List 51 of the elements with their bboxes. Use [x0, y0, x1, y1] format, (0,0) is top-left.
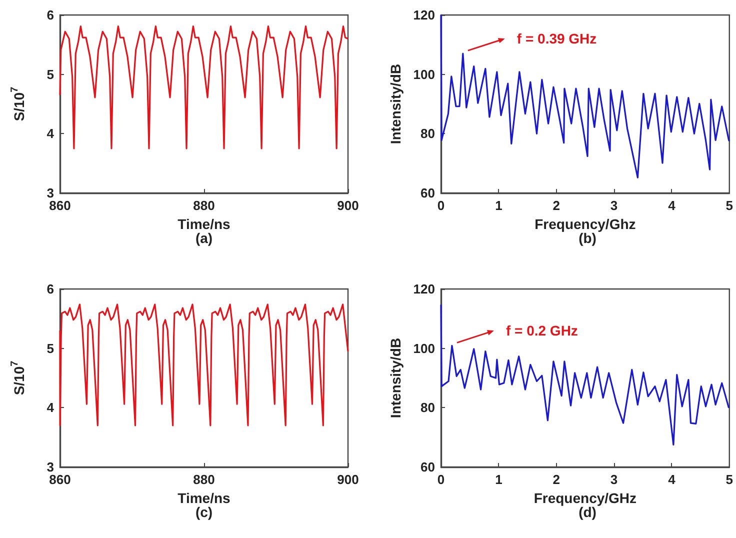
x-tick-label: 5	[726, 198, 733, 213]
x-axis-title: Frequency/GHz	[534, 490, 637, 506]
y-axis-title: Intensity/dB	[387, 64, 404, 144]
x-tick-label: 880	[193, 472, 215, 487]
x-tick-label: 900	[337, 198, 359, 213]
y-tick-label: 100	[413, 66, 435, 82]
y-tick-label: 120	[413, 282, 435, 296]
line-series	[59, 25, 349, 150]
y-tick-label: 6	[46, 8, 54, 22]
text: (a)	[195, 230, 213, 246]
y-tick-label: 3	[46, 460, 54, 474]
text: (d)	[578, 504, 596, 520]
x-tick-label: 1	[495, 198, 502, 213]
y-axis-title: S/107	[10, 360, 27, 396]
y-tick-label: 80	[420, 126, 435, 142]
y-tick-label: 4	[46, 400, 55, 416]
y-tick-label: 5	[46, 340, 54, 356]
y-tick-label: 60	[420, 186, 435, 200]
x-tick-label: 3	[610, 198, 618, 213]
x-tick-label: 5	[726, 472, 733, 487]
x-tick-label: 2	[552, 472, 560, 487]
y-axis-title: S/107	[10, 86, 27, 122]
y-tick-label: 6	[46, 282, 54, 296]
x-tick-label: 860	[49, 472, 71, 487]
x-tick-label: 880	[193, 198, 215, 213]
y-tick-label: 80	[420, 400, 435, 416]
x-axis-title: Time/ns	[178, 490, 231, 506]
x-axis-title: Time/ns	[178, 216, 231, 232]
y-tick-label: 5	[46, 66, 54, 82]
text: (b)	[578, 230, 596, 246]
y-tick-label: 3	[46, 186, 54, 200]
x-tick-label: 0	[437, 198, 445, 213]
x-tick-label: 0	[437, 472, 445, 487]
x-tick-label: 900	[337, 472, 359, 487]
line-series	[440, 14, 730, 178]
x-axis-title: Frequency/Ghz	[534, 216, 636, 232]
x-tick-label: 4	[668, 472, 676, 487]
x-tick-label: 1	[495, 472, 502, 487]
y-tick-label: 120	[413, 8, 435, 22]
y-axis-title: Intensity/dB	[387, 338, 404, 418]
x-tick-label: 860	[49, 198, 71, 213]
y-tick-label: 100	[413, 340, 435, 356]
x-tick-label: 3	[610, 472, 618, 487]
x-tick-label: 4	[668, 198, 676, 213]
text: (c)	[195, 504, 213, 520]
annotation: f = 0.39 GHz	[516, 30, 597, 47]
annotation: f = 0.2 GHz	[506, 322, 578, 339]
y-tick-label: 4	[46, 126, 55, 142]
y-tick-label: 60	[420, 460, 435, 474]
x-tick-label: 2	[552, 198, 560, 213]
line-series	[59, 304, 349, 426]
